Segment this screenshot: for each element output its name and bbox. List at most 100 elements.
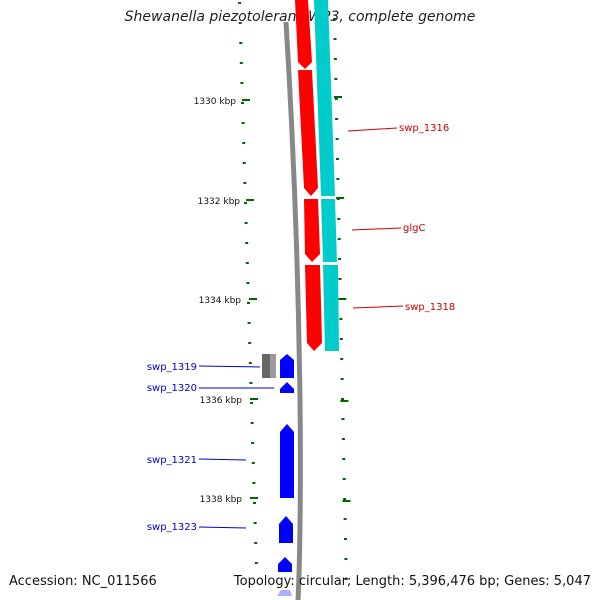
major-tick: [334, 96, 342, 98]
minor-tick: [245, 262, 249, 264]
minor-tick: [242, 142, 246, 144]
minor-tick: [343, 518, 347, 520]
minor-tick: [344, 578, 348, 580]
minor-tick: [252, 482, 256, 484]
minor-tick: [333, 18, 336, 20]
minor-tick: [250, 402, 253, 404]
major-tick: [340, 400, 349, 402]
minor-tick: [339, 318, 343, 320]
reverse-cds-arrow-faded: [277, 590, 292, 596]
minor-tick: [247, 322, 251, 324]
forward-cds-arrow: [304, 199, 320, 262]
minor-tick: [336, 158, 339, 160]
minor-tick: [251, 442, 255, 444]
forward-cds-arrow: [298, 70, 318, 196]
gene-label-swp-1319[interactable]: swp_1319: [147, 362, 197, 373]
minor-tick: [341, 418, 345, 420]
minor-tick: [244, 202, 247, 204]
major-tick: [249, 298, 257, 300]
minor-tick: [241, 122, 245, 124]
minor-tick: [240, 82, 244, 84]
minor-tick: [333, 38, 337, 40]
minor-tick: [239, 42, 243, 44]
scale-label: 1338 kbp: [200, 495, 243, 505]
minor-tick: [339, 338, 343, 340]
minor-tick: [242, 162, 246, 164]
minor-tick: [336, 178, 340, 180]
reverse-cds-arrow: [279, 516, 293, 543]
minor-tick: [335, 138, 339, 140]
gene-label-line: [351, 227, 402, 231]
minor-tick: [342, 458, 346, 460]
scale-label: 1336 kbp: [200, 396, 243, 406]
scale-ticks-left: [238, 2, 258, 564]
gene-label-line: [347, 127, 398, 132]
minor-tick: [238, 2, 242, 4]
minor-tick: [340, 358, 344, 360]
genome-summary-text: Topology: circular; Length: 5,396,476 bp…: [233, 574, 591, 589]
scale-label: 1330 kbp: [194, 97, 237, 107]
minor-tick: [254, 542, 258, 544]
minor-tick: [241, 102, 244, 104]
minor-tick: [253, 522, 257, 524]
minor-tick: [333, 58, 337, 60]
minor-tick: [337, 218, 341, 220]
forward-track-segment: [323, 265, 339, 351]
major-tick: [250, 497, 258, 499]
minor-tick: [238, 22, 242, 24]
major-tick: [338, 298, 347, 300]
minor-tick: [248, 342, 252, 344]
scale-labels: 1330 kbp 1332 kbp 1334 kbp 1336 kbp 1338…: [194, 97, 243, 505]
minor-tick: [248, 362, 252, 364]
minor-tick: [337, 238, 341, 240]
reverse-cds-arrow: [280, 382, 294, 393]
minor-tick: [250, 422, 254, 424]
minor-tick: [239, 62, 243, 64]
minor-tick: [341, 398, 344, 400]
minor-tick: [335, 118, 339, 120]
grey-feature-edge: [270, 354, 276, 378]
minor-tick: [344, 558, 348, 560]
minor-tick: [253, 502, 256, 504]
minor-tick: [244, 222, 248, 224]
reverse-cds-group: [277, 354, 294, 596]
minor-tick: [334, 78, 338, 80]
gene-label-swp-1320[interactable]: swp_1320: [147, 383, 197, 394]
minor-tick: [340, 378, 344, 380]
reverse-gene-labels: swp_1319 swp_1320 swp_1321 swp_1323: [147, 362, 274, 533]
minor-tick: [342, 478, 346, 480]
scale-label-ticks: [242, 99, 258, 499]
minor-tick: [247, 302, 250, 304]
genome-backbone: [283, 21, 303, 600]
major-tick: [336, 197, 345, 199]
minor-tick: [344, 538, 347, 540]
minor-tick: [338, 278, 342, 280]
scale-ticks-right: [333, 18, 351, 580]
minor-tick: [251, 462, 255, 464]
forward-cds-arrow: [305, 265, 322, 351]
gene-label-line: [352, 305, 404, 309]
minor-tick: [338, 258, 342, 260]
reverse-cds-arrow: [280, 354, 294, 378]
forward-gene-labels: swp_1316 glgC swp_1318: [347, 123, 455, 313]
forward-track: [314, 0, 339, 351]
gene-label-swp-1321[interactable]: swp_1321: [147, 455, 197, 466]
gene-label-line: [198, 365, 261, 368]
reverse-cds-arrow: [278, 557, 292, 572]
gene-label-swp-1323[interactable]: swp_1323: [147, 522, 197, 533]
major-tick: [246, 199, 254, 201]
scale-label: 1332 kbp: [198, 197, 241, 207]
minor-tick: [343, 498, 347, 500]
gene-label-glgc[interactable]: glgC: [403, 223, 425, 234]
gene-label-swp-1316[interactable]: swp_1316: [399, 123, 449, 134]
gene-label-swp-1318[interactable]: swp_1318: [405, 302, 455, 313]
minor-tick: [254, 562, 258, 564]
forward-track-segment: [321, 199, 337, 262]
minor-tick: [341, 438, 345, 440]
gene-label-line: [198, 526, 247, 529]
minor-tick: [249, 382, 253, 384]
minor-tick: [334, 98, 338, 100]
minor-tick: [243, 182, 247, 184]
minor-tick: [245, 242, 249, 244]
